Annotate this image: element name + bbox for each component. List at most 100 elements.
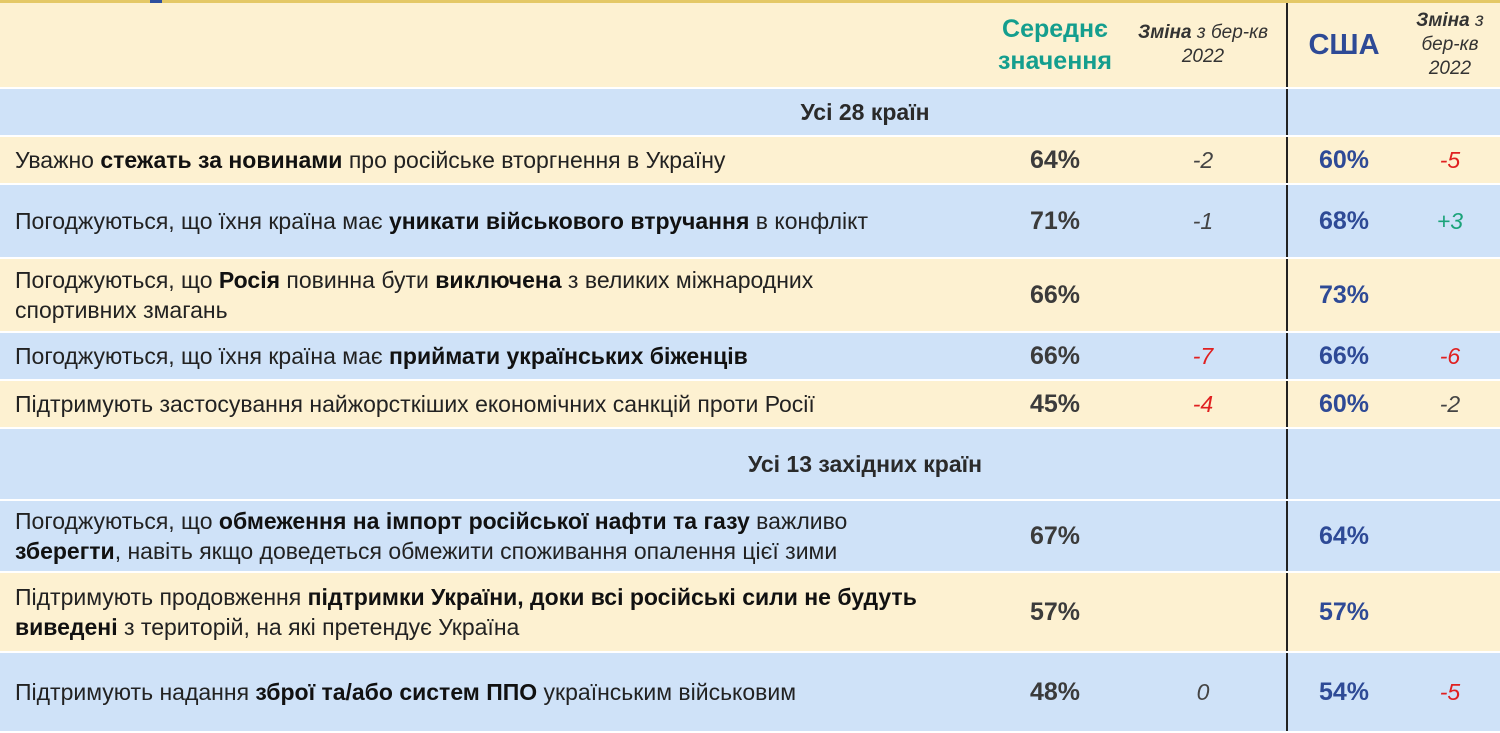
row-label-text: повинна бути	[280, 267, 436, 293]
usa-change: +3	[1436, 207, 1464, 234]
header-change-usa-text: Зміна з бер-кв 2022	[1400, 9, 1500, 81]
header-change-text: Зміна з бер-кв 2022	[1120, 21, 1286, 69]
average-change-cell: 0	[1120, 653, 1286, 731]
average-change: -1	[1192, 207, 1214, 234]
usa-value: 66%	[1318, 341, 1370, 370]
table-row: Уважно стежать за новинами про російське…	[0, 137, 1500, 185]
table-row: Підтримують продовження підтримки Україн…	[0, 573, 1500, 653]
header-average-text: Середнє значення	[997, 15, 1112, 75]
top-mark	[150, 0, 162, 3]
usa-value: 60%	[1318, 389, 1370, 418]
usa-change-cell: -6	[1400, 333, 1500, 379]
row-label-text: в конфлікт	[749, 208, 868, 234]
row-label: Погоджуються, що обмеження на імпорт рос…	[15, 506, 930, 566]
average-value-cell: 48%	[990, 653, 1120, 731]
row-label-emphasis: виключена	[435, 267, 562, 293]
header-row: Середнє значення Зміна з бер-кв 2022 США…	[0, 3, 1500, 89]
header-change-rest: з бер-кв 2022	[1181, 22, 1269, 67]
average-value-cell: 67%	[990, 501, 1120, 571]
row-label: Підтримують надання зброї та/або систем …	[15, 677, 796, 707]
section-usa-cell	[1286, 89, 1400, 135]
row-label-cell: Погоджуються, що їхня країна має приймат…	[0, 333, 990, 379]
average-value: 64%	[1029, 145, 1081, 174]
row-label-cell: Підтримують застосування найжорсткіших е…	[0, 381, 990, 427]
usa-change-cell: +3	[1400, 185, 1500, 257]
average-value-cell: 66%	[990, 333, 1120, 379]
row-label-emphasis: зброї та/або систем ППО	[255, 679, 538, 705]
row-label-text: Погоджуються, що	[15, 508, 219, 534]
usa-change-cell: -5	[1400, 653, 1500, 731]
usa-value-cell: 57%	[1286, 573, 1400, 651]
usa-value-cell: 73%	[1286, 259, 1400, 331]
usa-change-cell	[1400, 259, 1500, 331]
average-change: 0	[1196, 678, 1210, 705]
average-change-cell: -4	[1120, 381, 1286, 427]
usa-change-cell	[1400, 573, 1500, 651]
section-usa-change-cell	[1400, 429, 1500, 499]
header-label-cell	[0, 3, 990, 87]
row-label-text: Підтримують застосування найжорсткіших е…	[15, 391, 815, 417]
row-label-emphasis: приймати українських біженців	[389, 343, 748, 369]
usa-change: -5	[1439, 146, 1461, 173]
average-change-cell	[1120, 573, 1286, 651]
table-row: Погоджуються, що їхня країна має приймат…	[0, 333, 1500, 381]
average-value-cell: 45%	[990, 381, 1120, 427]
row-label-text: , навіть якщо доведеться обмежити спожив…	[114, 538, 838, 564]
row-label-emphasis: Росія	[218, 267, 281, 293]
average-change-cell: -1	[1120, 185, 1286, 257]
usa-change: -5	[1439, 678, 1461, 705]
header-change-average: Зміна з бер-кв 2022	[1120, 3, 1286, 87]
average-change-cell	[1120, 501, 1286, 571]
usa-change-cell: -2	[1400, 381, 1500, 427]
average-value: 67%	[1029, 521, 1081, 550]
average-value: 66%	[1029, 341, 1081, 370]
row-label-text: українським військовим	[537, 679, 797, 705]
row-label-text: Підтримують надання	[15, 679, 256, 705]
row-label: Підтримують продовження підтримки Україн…	[15, 582, 930, 642]
table-row: Погоджуються, що їхня країна має уникати…	[0, 185, 1500, 259]
section-usa-change-cell	[1400, 89, 1500, 135]
row-label-cell: Погоджуються, що їхня країна має уникати…	[0, 185, 990, 257]
usa-value: 73%	[1318, 280, 1370, 309]
row-label-cell: Підтримують продовження підтримки Україн…	[0, 573, 990, 651]
row-label-cell: Підтримують надання зброї та/або систем …	[0, 653, 990, 731]
average-value: 48%	[1029, 677, 1081, 706]
header-change-usa-rest: з бер-кв 2022	[1421, 10, 1484, 79]
row-label-text: про російське вторгнення в Україну	[342, 147, 726, 173]
usa-value-cell: 68%	[1286, 185, 1400, 257]
row-label-text: Уважно	[15, 147, 101, 173]
section-title-cell: Усі 13 західних країн	[0, 429, 1286, 499]
average-value-cell: 57%	[990, 573, 1120, 651]
row-label-text: з великих міжнародних спортивних змагань	[15, 267, 814, 323]
table-row: Підтримують застосування найжорсткіших е…	[0, 381, 1500, 429]
row-label-cell: Погоджуються, що Росія повинна бути викл…	[0, 259, 990, 331]
header-change-usa: Зміна з бер-кв 2022	[1400, 3, 1500, 87]
usa-value-cell: 60%	[1286, 381, 1400, 427]
average-change-cell	[1120, 259, 1286, 331]
usa-value: 54%	[1318, 677, 1370, 706]
usa-value-cell: 60%	[1286, 137, 1400, 183]
average-value-cell: 66%	[990, 259, 1120, 331]
average-change: -7	[1192, 342, 1214, 369]
average-change-cell: -2	[1120, 137, 1286, 183]
usa-value-cell: 54%	[1286, 653, 1400, 731]
row-label-emphasis: стежать за новинами	[100, 147, 343, 173]
average-change: -4	[1192, 390, 1214, 417]
row-label-text: Погоджуються, що їхня країна має	[15, 343, 389, 369]
section-header-row: Усі 28 країн	[0, 89, 1500, 137]
table-row: Погоджуються, що обмеження на імпорт рос…	[0, 501, 1500, 573]
usa-value-cell: 64%	[1286, 501, 1400, 571]
header-change-usa-bold: Зміна	[1416, 10, 1470, 31]
row-label: Підтримують застосування найжорсткіших е…	[15, 389, 815, 419]
usa-change: -2	[1439, 390, 1461, 417]
usa-value-cell: 66%	[1286, 333, 1400, 379]
table-body: Усі 28 країн Уважно стежать за новинами п…	[0, 89, 1500, 733]
header-average: Середнє значення	[990, 3, 1120, 87]
header-change-bold: Зміна	[1137, 22, 1192, 43]
row-label-text: з територій, на які претендує Україна	[117, 614, 520, 640]
average-value: 45%	[1029, 389, 1081, 418]
row-label-text: Погоджуються, що	[15, 267, 219, 293]
section-title: Усі 28 країн	[800, 99, 930, 125]
section-title-cell: Усі 28 країн	[0, 89, 1286, 135]
row-label-text: важливо	[749, 508, 848, 534]
